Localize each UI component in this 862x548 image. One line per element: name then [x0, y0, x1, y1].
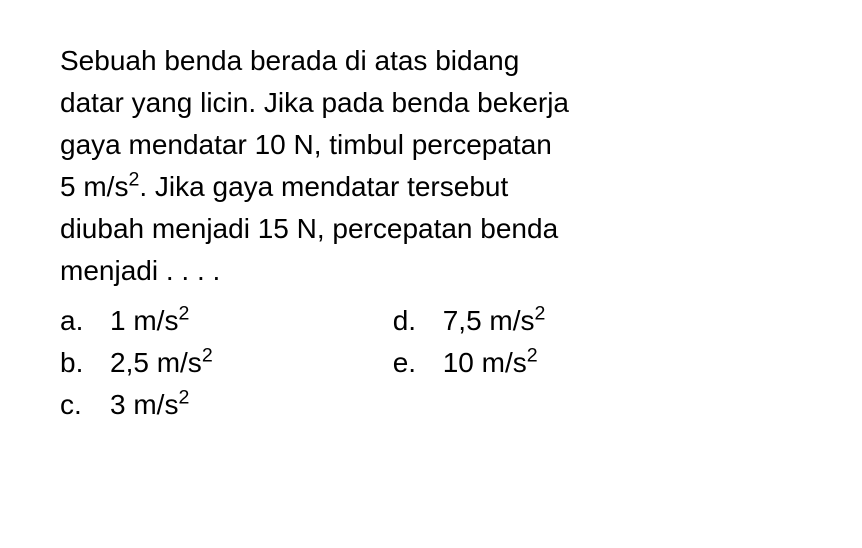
option-e-sup: 2: [527, 345, 538, 367]
option-e: e. 10 m/s2: [393, 342, 546, 384]
option-b-letter: b.: [60, 342, 110, 384]
option-b: b. 2,5 m/s2: [60, 342, 213, 384]
question-line-2: datar yang licin. Jika pada benda bekerj…: [60, 87, 569, 118]
options-column-right: d. 7,5 m/s2 e. 10 m/s2: [393, 300, 546, 426]
option-a: a. 1 m/s2: [60, 300, 213, 342]
question-line-3: gaya mendatar 10 N, timbul percepatan: [60, 129, 552, 160]
option-c: c. 3 m/s2: [60, 384, 213, 426]
option-d-sup: 2: [535, 303, 546, 325]
option-e-letter: e.: [393, 342, 443, 384]
option-c-value: 3 m/s2: [110, 384, 189, 426]
option-a-sup: 2: [178, 303, 189, 325]
option-d-text: 7,5 m/s: [443, 305, 535, 336]
question-line-4-sup: 2: [128, 169, 139, 191]
option-d-letter: d.: [393, 300, 443, 342]
option-c-letter: c.: [60, 384, 110, 426]
option-a-letter: a.: [60, 300, 110, 342]
option-e-value: 10 m/s2: [443, 342, 538, 384]
option-b-sup: 2: [202, 345, 213, 367]
option-c-sup: 2: [178, 387, 189, 409]
option-d: d. 7,5 m/s2: [393, 300, 546, 342]
option-b-text: 2,5 m/s: [110, 347, 202, 378]
option-a-text: 1 m/s: [110, 305, 178, 336]
question-line-4-prefix: 5 m/s: [60, 171, 128, 202]
question-line-5: diubah menjadi 15 N, percepatan benda: [60, 213, 558, 244]
option-b-value: 2,5 m/s2: [110, 342, 213, 384]
option-e-text: 10 m/s: [443, 347, 527, 378]
question-line-1: Sebuah benda berada di atas bidang: [60, 45, 519, 76]
question-line-6: menjadi . . . .: [60, 255, 220, 286]
option-c-text: 3 m/s: [110, 389, 178, 420]
option-d-value: 7,5 m/s2: [443, 300, 546, 342]
options-container: a. 1 m/s2 b. 2,5 m/s2 c. 3 m/s2 d. 7,5 m…: [60, 300, 802, 426]
options-column-left: a. 1 m/s2 b. 2,5 m/s2 c. 3 m/s2: [60, 300, 213, 426]
question-text: Sebuah benda berada di atas bidang datar…: [60, 40, 802, 292]
option-a-value: 1 m/s2: [110, 300, 189, 342]
question-line-4-suffix: . Jika gaya mendatar tersebut: [139, 171, 508, 202]
